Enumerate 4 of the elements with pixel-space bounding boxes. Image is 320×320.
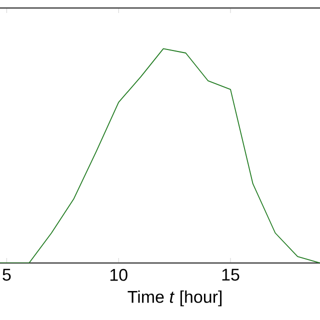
x-tick-label: 5	[2, 268, 11, 281]
x-axis-title: Time t [hour]	[128, 290, 222, 306]
x-tick-label: 10	[110, 268, 128, 281]
x-tick-label: 15	[222, 268, 240, 281]
